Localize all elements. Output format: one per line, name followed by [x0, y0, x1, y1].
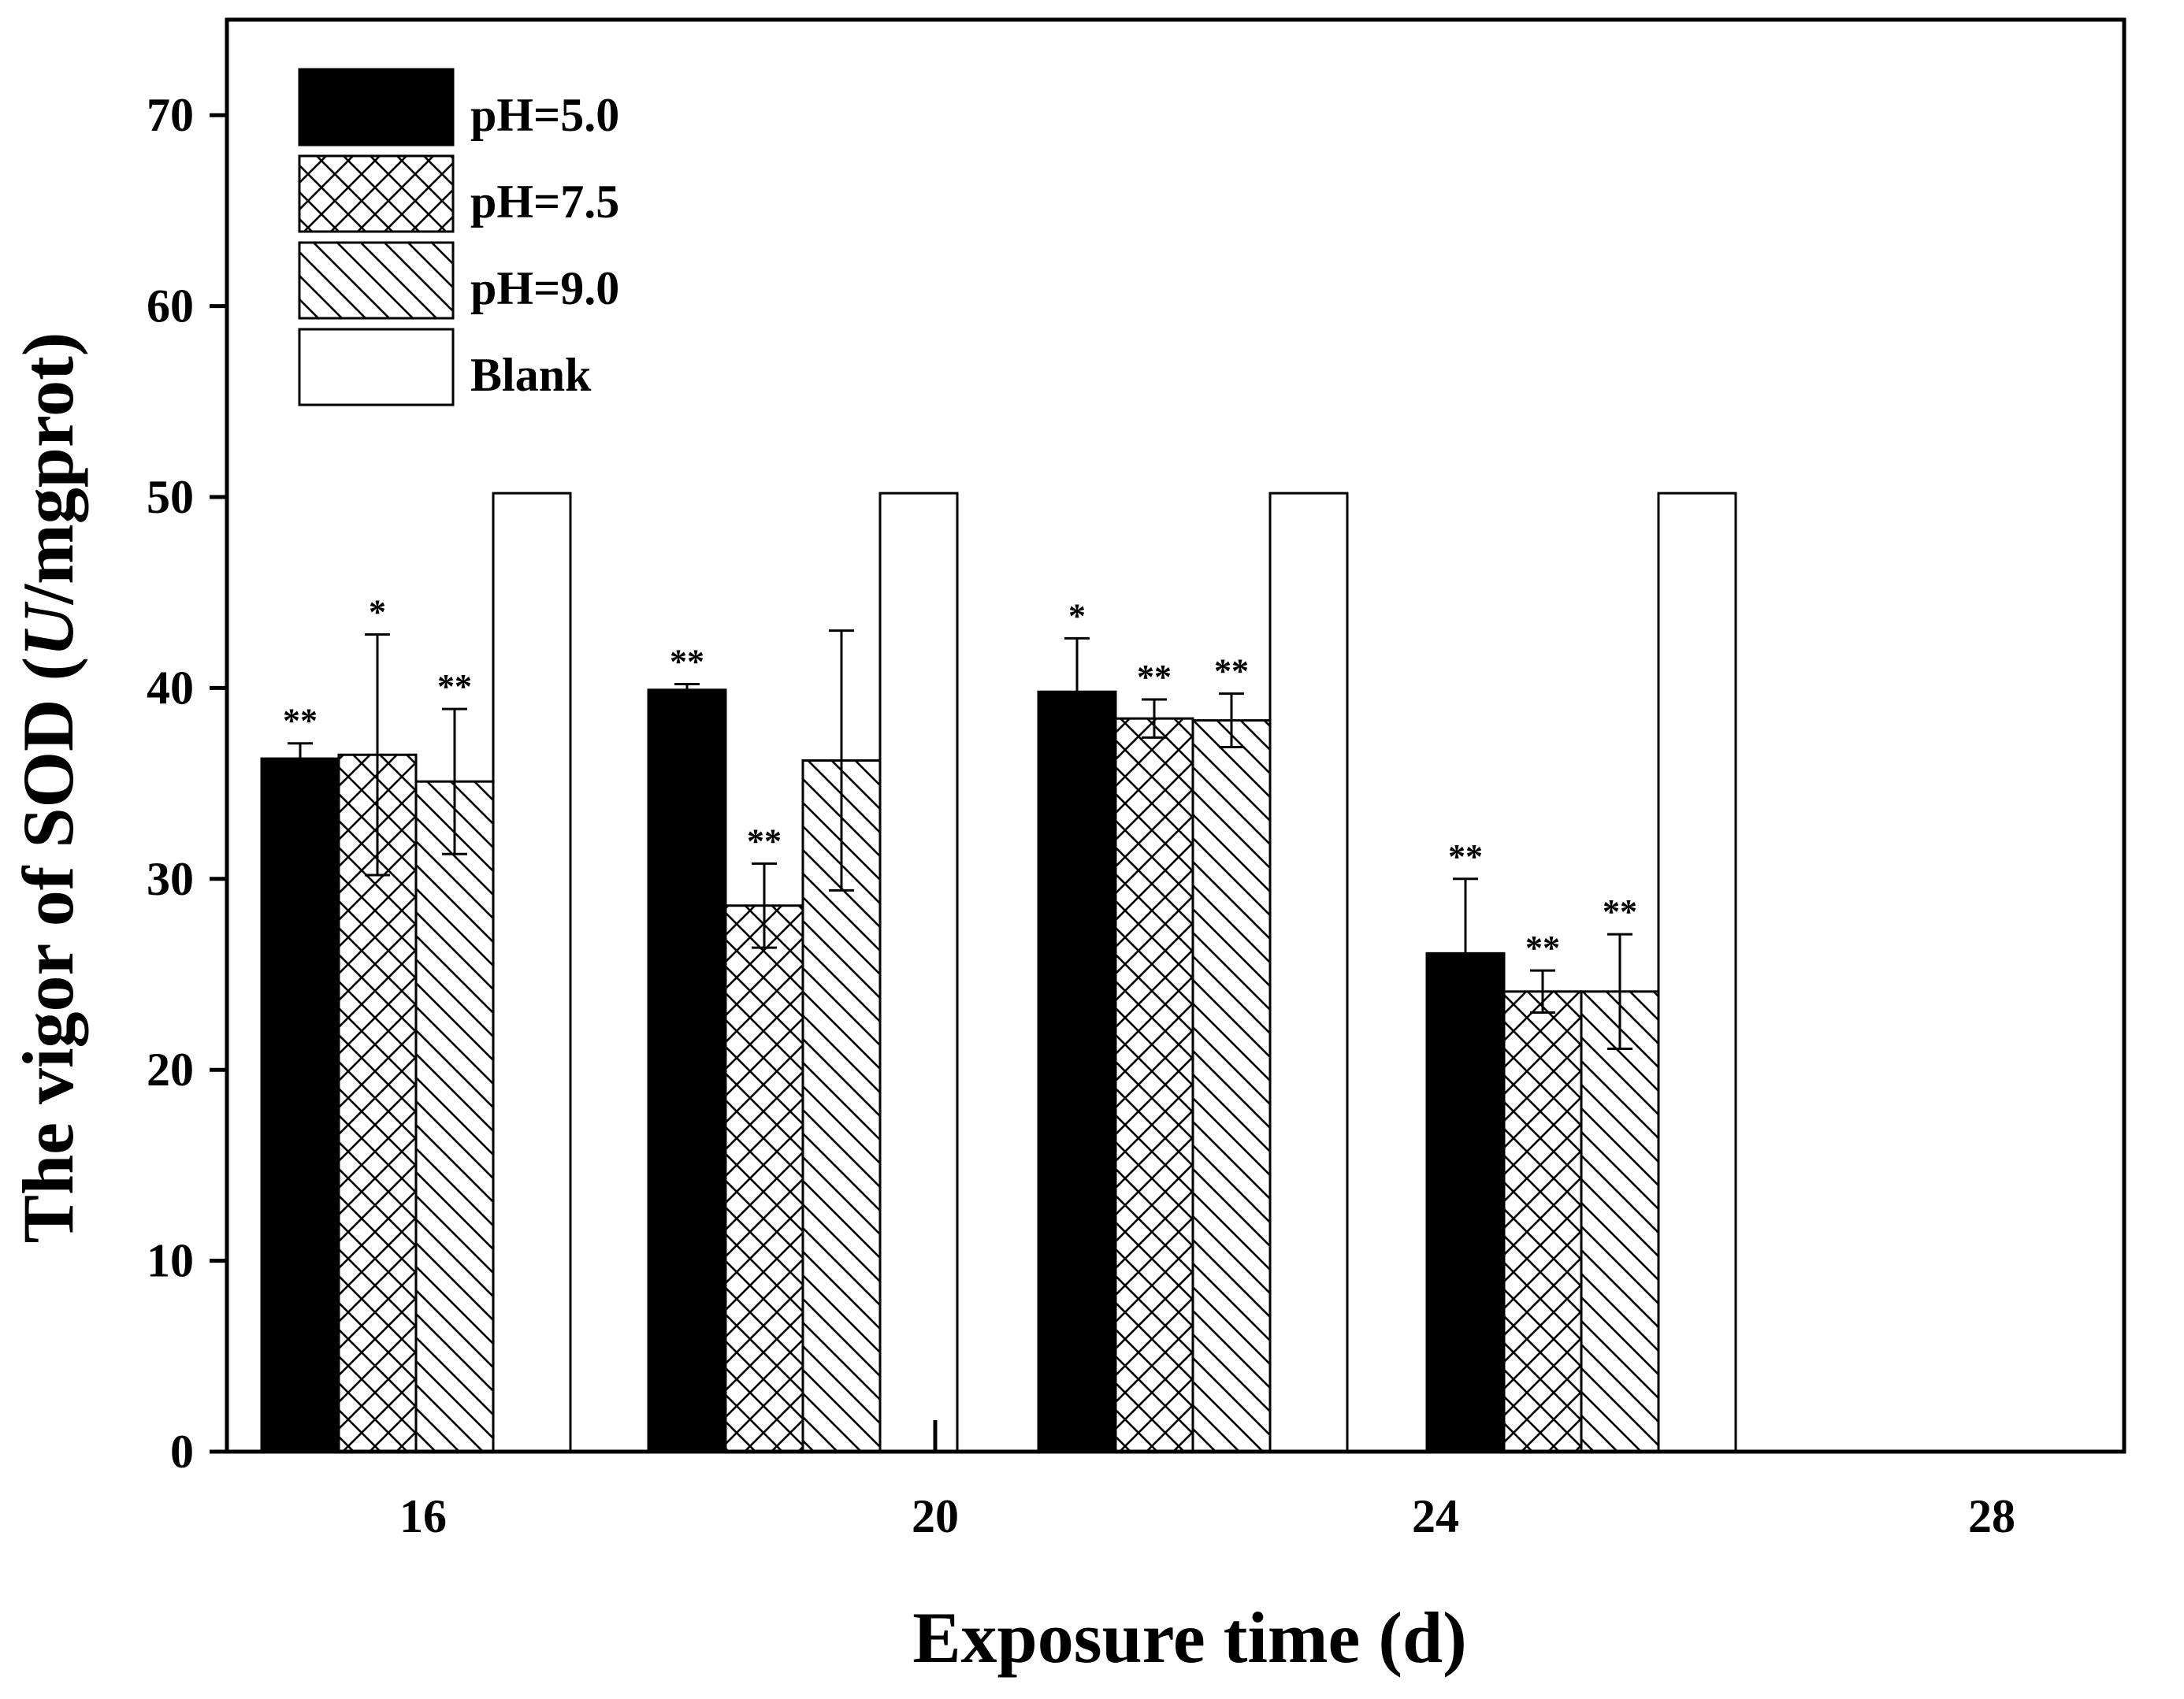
y-tick-label: 0: [170, 1426, 194, 1478]
significance-layer: **************** ****: [283, 593, 1637, 968]
legend-item-ph90: pH=9.0: [298, 241, 619, 320]
bar-ph50-day-20: [647, 688, 727, 1453]
y-axis-title-suffix: /mgprot): [8, 332, 88, 606]
x-tick-label: 28: [1968, 1490, 2015, 1542]
legend-label: pH=9.0: [470, 262, 619, 314]
bar-ph90-day-28: [1580, 990, 1660, 1453]
error-bar-ph50-day-24: [1064, 636, 1090, 747]
legend-label: Blank: [470, 349, 592, 401]
legend-swatch: [298, 241, 455, 320]
error-bar-ph75-day-20: [752, 862, 777, 949]
y-axis-title-prefix: The vigor of SOD (: [8, 657, 88, 1244]
x-tick-label: 20: [912, 1490, 959, 1542]
significance-label: **: [1214, 652, 1249, 691]
significance-label: **: [747, 822, 782, 860]
legend-label: pH=5.0: [470, 89, 619, 141]
error-bar-ph75-day-16: [365, 633, 390, 877]
significance-label: **: [1137, 658, 1172, 696]
error-bar-ph90-day-24: [1219, 692, 1244, 749]
legend-swatch: [298, 68, 455, 147]
x-tick-label: 24: [1412, 1490, 1459, 1542]
bar-blank-day-24: [1268, 492, 1349, 1453]
bar-ph75-day-28: [1502, 990, 1583, 1453]
x-tick-label: 16: [399, 1490, 447, 1542]
legend: pH=5.0 pH=7.5 pH=9.0 Blank: [298, 68, 619, 406]
y-tick-label: 30: [147, 853, 194, 905]
legend-label: pH=7.5: [470, 176, 619, 228]
y-tick-label: 10: [147, 1235, 194, 1287]
error-bar-ph50-day-28: [1453, 877, 1478, 1029]
significance-label: **: [1448, 837, 1483, 876]
significance-label: **: [283, 702, 318, 740]
y-axis-title-unit: U: [8, 601, 88, 657]
significance-label: *: [1068, 596, 1086, 635]
bar-ph90-day-24: [1191, 719, 1272, 1453]
error-bar-ph90-day-20: [829, 629, 854, 892]
legend-item-blank: Blank: [298, 328, 592, 406]
error-bar-ph90-day-16: [442, 707, 467, 855]
y-tick-label: 50: [147, 471, 194, 523]
significance-label: **: [1525, 929, 1560, 967]
bar-blank-day-28: [1657, 492, 1737, 1453]
legend-item-ph50: pH=5.0: [298, 68, 619, 147]
bar-ph50-day-28: [1425, 952, 1506, 1453]
bar-ph50-day-16: [260, 757, 340, 1453]
bar-blank-day-20: [878, 492, 959, 1453]
y-tick-label: 60: [147, 280, 194, 332]
legend-item-ph75: pH=7.5: [298, 154, 619, 233]
legend-swatch: [298, 154, 455, 233]
significance-label: *: [369, 593, 386, 632]
bar-blank-day-16: [492, 492, 572, 1453]
error-bar-ph75-day-28: [1530, 969, 1555, 1014]
significance-label: **: [670, 643, 704, 681]
significance-label: **: [1603, 892, 1637, 931]
bar-ph90-day-16: [414, 780, 495, 1453]
x-axis-title: Exposure time (d): [912, 1597, 1467, 1678]
legend-swatch: [298, 328, 455, 406]
y-tick-label: 40: [147, 662, 194, 714]
plot-frame: [225, 17, 2126, 1454]
bar-ph50-day-24: [1037, 690, 1117, 1453]
error-bar-ph90-day-28: [1607, 933, 1632, 1051]
bars-layer: [260, 492, 1737, 1453]
error-bar-ph50-day-20: [674, 683, 700, 697]
y-tick-label: 20: [147, 1044, 194, 1096]
error-bar-ph75-day-24: [1142, 698, 1167, 739]
bar-ph75-day-24: [1114, 717, 1194, 1453]
bar-ph75-day-20: [724, 904, 804, 1453]
y-axis-title: The vigor of SOD (U/mgprot): [8, 332, 88, 1244]
error-bar-ph50-day-16: [288, 742, 313, 775]
y-tick-label: 70: [147, 89, 194, 141]
axes-layer: 0 10 20 30 40 50 60 70 16 20 24 28: [147, 17, 2126, 1542]
significance-label: **: [437, 667, 472, 706]
error-bars-layer: [288, 629, 1632, 1051]
